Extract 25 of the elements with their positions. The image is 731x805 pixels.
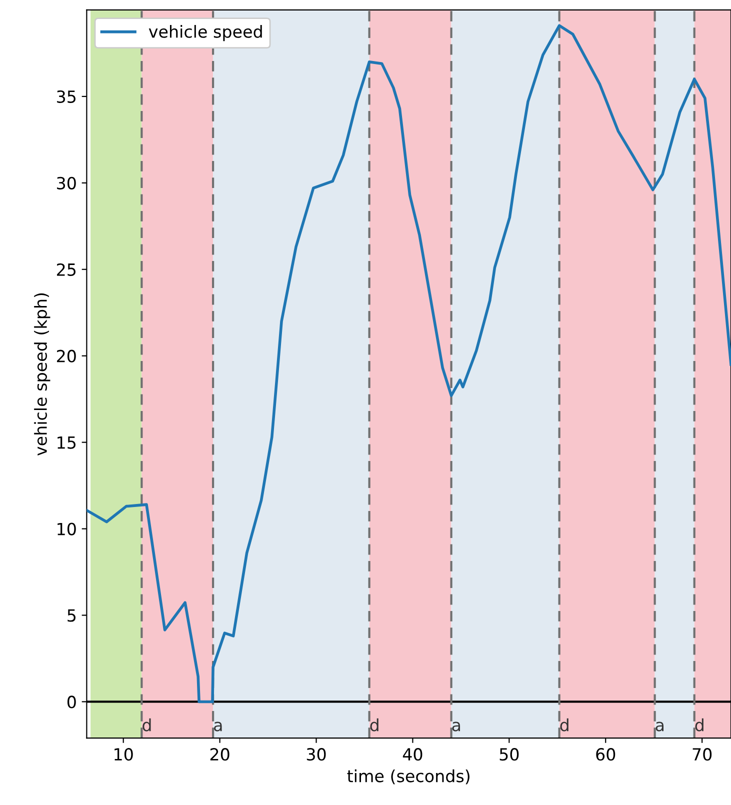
ref-line-label: a	[452, 722, 460, 732]
y-tick-label: 25	[56, 263, 76, 276]
x-tick-label: 70	[692, 748, 712, 761]
y-tick-label: 20	[56, 350, 76, 362]
ref-line-label: d	[695, 718, 704, 732]
x-tick-label: 60	[596, 748, 616, 761]
y-tick-label: 5	[68, 609, 76, 622]
ref-line-label: d	[560, 718, 568, 732]
y-tick-label: 35	[57, 90, 76, 104]
legend-label: vehicle speed	[148, 24, 262, 42]
ref-line-label: d	[370, 718, 378, 732]
ref-line-label: a	[656, 722, 664, 732]
x-tick-label: 50	[500, 748, 519, 761]
ref-line-label: a	[214, 722, 222, 732]
y-axis-title: vehicle speed (kph)	[34, 293, 50, 456]
y-tick-label: 0	[67, 696, 76, 708]
x-tick-label: 20	[210, 748, 230, 761]
y-tick-label: 10	[58, 522, 76, 536]
x-tick-label: 30	[306, 748, 326, 761]
x-axis-title: time (seconds)	[347, 769, 470, 784]
x-tick-label: 10	[114, 748, 133, 761]
x-tick-label: 40	[402, 748, 422, 761]
ref-line-label: d	[142, 718, 151, 732]
y-tick-label: 15	[58, 436, 76, 449]
y-tick-label: 30	[57, 176, 76, 190]
